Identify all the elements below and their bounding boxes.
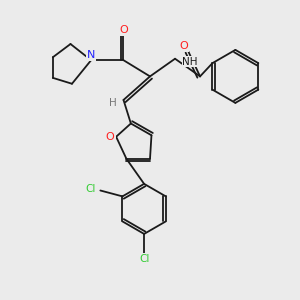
Text: N: N xyxy=(87,50,95,60)
Text: H: H xyxy=(109,98,117,108)
Text: Cl: Cl xyxy=(86,184,96,194)
Text: O: O xyxy=(119,25,128,35)
Text: O: O xyxy=(106,132,115,142)
Text: O: O xyxy=(179,41,188,51)
Text: NH: NH xyxy=(182,57,198,67)
Text: Cl: Cl xyxy=(139,254,149,264)
